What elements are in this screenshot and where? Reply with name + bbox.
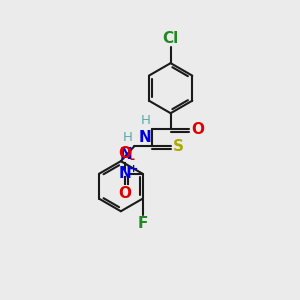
Text: O: O [118,146,131,161]
Text: N: N [118,166,131,181]
Text: -: - [129,153,134,166]
Text: H: H [141,114,151,127]
Text: F: F [137,216,148,231]
Text: Cl: Cl [163,31,179,46]
Text: N: N [138,130,151,145]
Text: +: + [129,164,138,174]
Text: O: O [118,186,131,201]
Text: S: S [173,139,184,154]
Text: H: H [123,131,133,144]
Text: O: O [191,122,204,137]
Text: N: N [120,147,133,162]
